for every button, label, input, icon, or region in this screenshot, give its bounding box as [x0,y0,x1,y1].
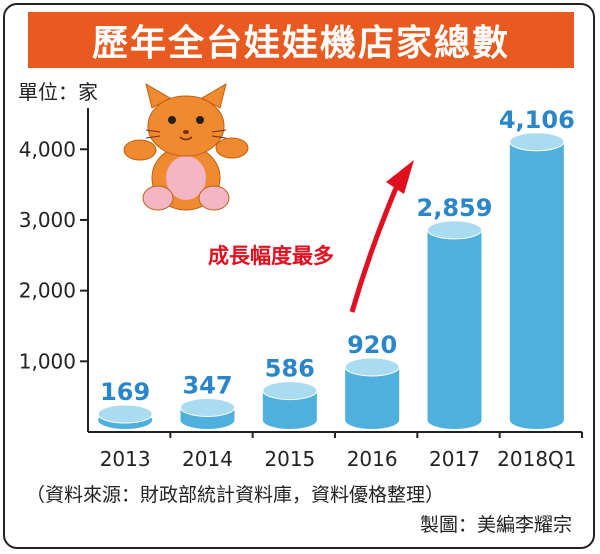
bar-2016: 920 [344,331,400,429]
unit-label: 單位：家 [18,80,98,104]
cat-mascot-icon [123,82,249,211]
x-tick-label: 2017 [429,447,480,471]
x-tick-label: 2016 [347,447,398,471]
chart-title: 歷年全台娃娃機店家總數 [28,12,574,68]
bar-base [509,411,564,429]
bar-2017: 2,859 [417,194,493,429]
value-label: 920 [347,331,397,359]
bar-top [262,381,318,401]
data-source-note: （資料來源：財政部統計資料庫，資料優格整理） [26,484,445,506]
value-label: 169 [100,378,150,406]
chart-frame [3,3,595,549]
x-tick-label: 2014 [182,447,233,471]
y-tick-label: 1,000 [19,349,76,373]
x-tick-label: 2015 [264,447,315,471]
bar-top [509,132,565,152]
bar-base [262,411,317,429]
value-label: 347 [182,371,232,399]
x-tick-label: 2013 [100,447,151,471]
value-label: 4,106 [499,106,575,134]
bar-top [97,404,153,424]
bar-body [509,141,564,420]
bar-2015: 586 [262,355,318,429]
bar-top [427,220,482,240]
value-label: 586 [265,355,315,383]
bar-top [344,357,400,377]
bar-top [180,397,235,417]
growth-arrow-icon [349,160,414,313]
y-tick-label: 4,000 [19,137,76,161]
bar-body [427,229,482,420]
y-tick-label: 2,000 [19,279,76,303]
bar-base [427,411,482,429]
growth-annotation: 成長幅度最多 [208,244,334,268]
y-tick-label: 3,000 [19,208,76,232]
bar-2013: 169 [97,378,153,429]
bar-2018Q1: 4,106 [499,106,575,429]
value-label: 2,859 [417,194,493,222]
bar-base [345,411,400,429]
graphic-credit: 製圖：美編李耀宗 [419,514,572,536]
x-tick-label: 2018Q1 [497,447,576,471]
bar-2014: 347 [180,371,235,429]
